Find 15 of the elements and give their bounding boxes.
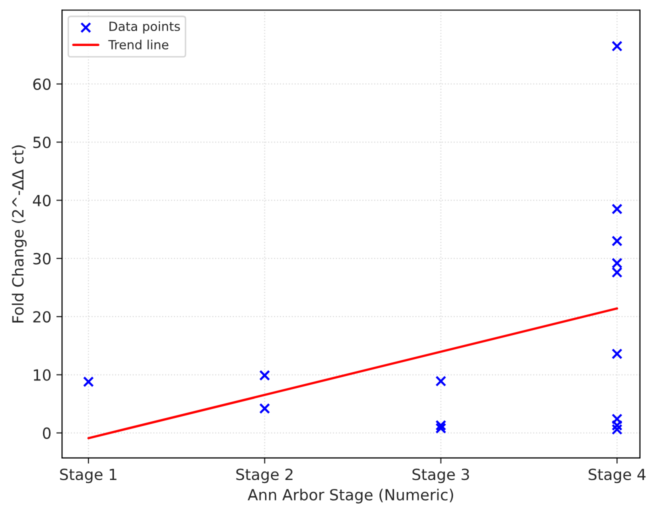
y-tick-label: 60: [33, 78, 51, 90]
x-tick-label: Stage 2: [236, 468, 292, 484]
y-tick-label: 20: [33, 311, 51, 323]
y-tick-label: 10: [34, 369, 51, 381]
x-tick-label: Stage 1: [60, 468, 116, 484]
y-tick-label: 30: [33, 252, 51, 264]
y-axis-title: Fold Change (2^-ΔΔ ct): [12, 145, 27, 322]
y-tick-label: 0: [42, 427, 51, 439]
x-tick-label: Stage 4: [588, 468, 646, 484]
y-tick-label: 50: [33, 136, 51, 148]
legend-label: Data points: [110, 21, 180, 34]
x-axis-title: Ann Arbor Stage (Numeric): [248, 488, 454, 504]
y-tick-label: 40: [32, 194, 51, 206]
legend-label: Trend line: [108, 40, 168, 50]
x-tick-label: Stage 3: [412, 468, 469, 484]
